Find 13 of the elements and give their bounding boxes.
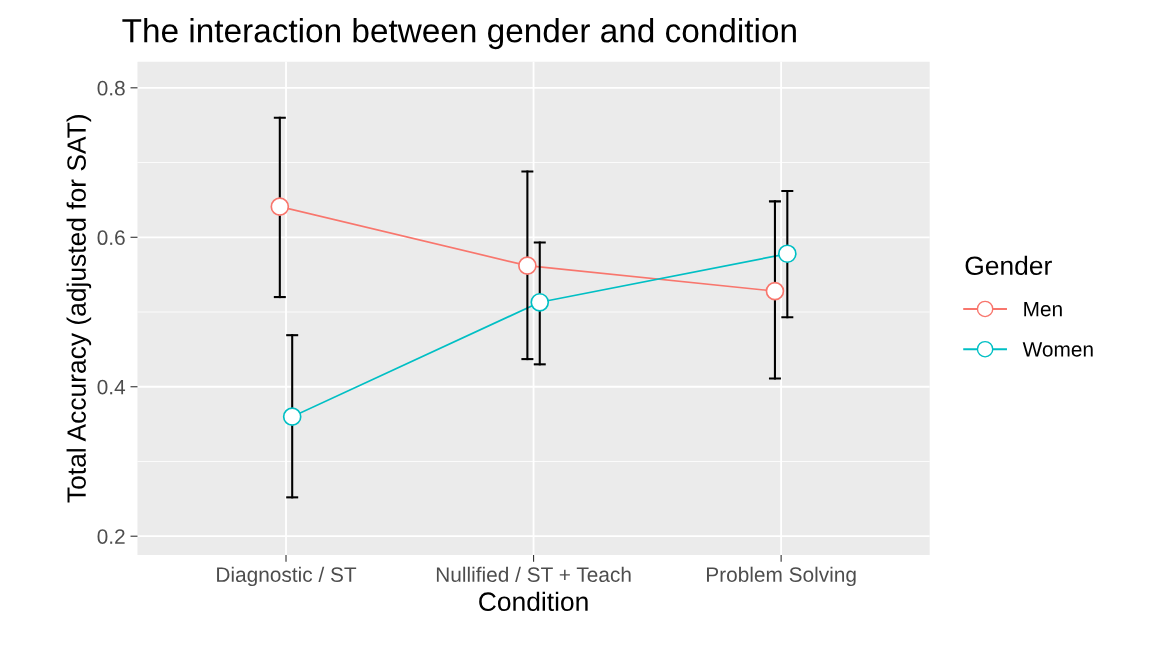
y-tick-label: 0.8 xyxy=(97,80,125,96)
legend-label: Women xyxy=(1022,342,1093,357)
x-tick-label: Problem Solving xyxy=(707,566,856,587)
y-tick-label: 0.6 xyxy=(97,230,125,246)
legend-label: Men xyxy=(1024,301,1062,317)
chart-title: The interaction between gender and condition xyxy=(122,18,796,50)
x-tick-label: Nullified / ST + Teach xyxy=(436,566,631,582)
x-tick-label: Diagnostic / ST xyxy=(217,566,357,587)
y-tick-label: 0.4 xyxy=(97,379,126,395)
legend-title: Gender xyxy=(965,255,1052,276)
y-axis-title: Total Accuracy (adjusted for SAT) xyxy=(66,115,92,503)
y-tick-label: 0.2 xyxy=(97,529,125,544)
x-axis-title: Condition xyxy=(479,591,588,612)
